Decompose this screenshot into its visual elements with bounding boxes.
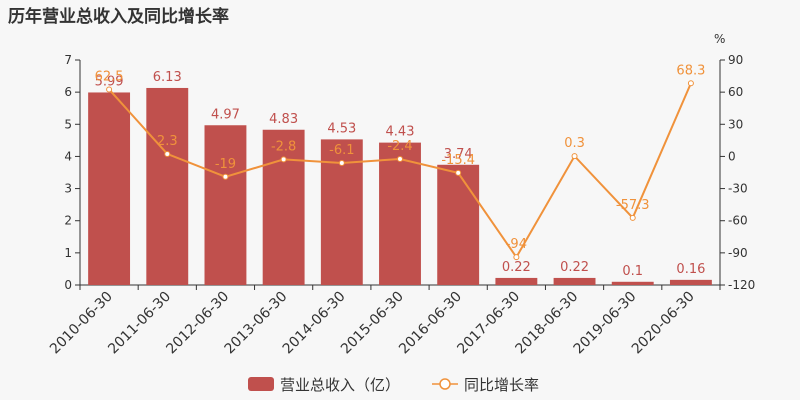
legend: 营业总收入（亿） 同比增长率 bbox=[248, 376, 539, 394]
bar bbox=[146, 87, 189, 285]
right-axis-tick-label: 0 bbox=[728, 149, 736, 163]
line-point bbox=[106, 86, 113, 93]
bar bbox=[669, 279, 712, 285]
bar-value-label: 5.99 bbox=[95, 74, 124, 89]
line-value-label: -15.4 bbox=[441, 153, 475, 168]
left-axis-tick-label: 0 bbox=[64, 278, 72, 292]
bar-series bbox=[88, 87, 712, 285]
left-axis-tick-label: 2 bbox=[64, 214, 72, 228]
line-value-label: -6.1 bbox=[329, 143, 354, 158]
bar bbox=[88, 92, 131, 285]
line-value-label: -2.4 bbox=[387, 139, 412, 154]
line-point bbox=[513, 254, 520, 261]
line-point bbox=[687, 80, 694, 87]
chart-title: 历年营业总收入及同比增长率 bbox=[8, 6, 229, 27]
line-value-label: -2.8 bbox=[271, 139, 296, 154]
legend-line-label: 同比增长率 bbox=[464, 376, 539, 394]
line-value-label: -57.3 bbox=[616, 198, 650, 213]
bar bbox=[611, 281, 654, 285]
line-point bbox=[397, 156, 403, 162]
line-value-label: -94 bbox=[506, 237, 527, 252]
line-series bbox=[106, 80, 694, 261]
line-point bbox=[455, 169, 462, 176]
line-value-label: -19 bbox=[215, 157, 236, 172]
right-axis-unit: % bbox=[714, 32, 725, 46]
bar-value-label: 0.1 bbox=[622, 264, 643, 279]
line-point bbox=[629, 214, 636, 221]
right-axis-tick-label: 90 bbox=[728, 53, 743, 67]
bar bbox=[553, 277, 596, 285]
bar bbox=[262, 129, 305, 285]
line-value-label: 2.3 bbox=[157, 134, 178, 149]
bar-value-label: 4.83 bbox=[269, 112, 298, 127]
bar-value-label: 0.22 bbox=[560, 260, 589, 275]
right-axis-tick-label: 60 bbox=[728, 85, 743, 99]
legend-bar-swatch bbox=[248, 377, 274, 391]
line-point bbox=[571, 153, 578, 160]
left-axis-tick-label: 5 bbox=[64, 117, 72, 131]
right-axis-tick-label: -90 bbox=[728, 246, 748, 260]
line-value-label: 62.5 bbox=[95, 69, 124, 84]
bar bbox=[379, 142, 421, 285]
legend-bar-label: 营业总收入（亿） bbox=[280, 376, 400, 394]
right-axis-tick-label: -60 bbox=[728, 214, 748, 228]
right-axis-tick-label: -30 bbox=[728, 182, 748, 196]
line-point bbox=[280, 156, 287, 163]
bar-value-label: 4.53 bbox=[327, 121, 356, 136]
x-axis-tick-label: 2020-06-30 bbox=[629, 289, 698, 358]
bar bbox=[495, 277, 538, 285]
left-axis-tick-label: 7 bbox=[64, 53, 72, 67]
bar-value-label: 0.22 bbox=[502, 260, 531, 275]
bar-value-label: 4.97 bbox=[211, 107, 240, 122]
legend-line-marker bbox=[439, 378, 451, 390]
left-axis-tick-label: 6 bbox=[64, 85, 72, 99]
left-axis-tick-label: 1 bbox=[64, 246, 72, 260]
data-labels: 5.99 6.13 4.97 4.83 4.53 4.43 3.74 0.22 0.22 0.1 0… bbox=[95, 63, 706, 279]
left-axis-tick-label: 4 bbox=[64, 149, 72, 163]
right-axis-tick-label: -120 bbox=[728, 278, 755, 292]
bar-value-label: 3.74 bbox=[444, 147, 473, 162]
line-value-label: 68.3 bbox=[676, 63, 705, 78]
line-value-label: 0.3 bbox=[564, 136, 585, 151]
bar-value-label: 6.13 bbox=[153, 70, 182, 85]
bar bbox=[437, 164, 480, 285]
line-point bbox=[338, 159, 345, 166]
bar bbox=[204, 125, 247, 285]
right-axis-tick-label: 30 bbox=[728, 117, 743, 131]
line-point bbox=[164, 150, 171, 157]
left-axis-tick-label: 3 bbox=[64, 182, 72, 196]
bar-value-label: 0.16 bbox=[676, 262, 705, 277]
bar-value-label: 4.43 bbox=[386, 125, 415, 140]
line-point bbox=[222, 173, 229, 180]
